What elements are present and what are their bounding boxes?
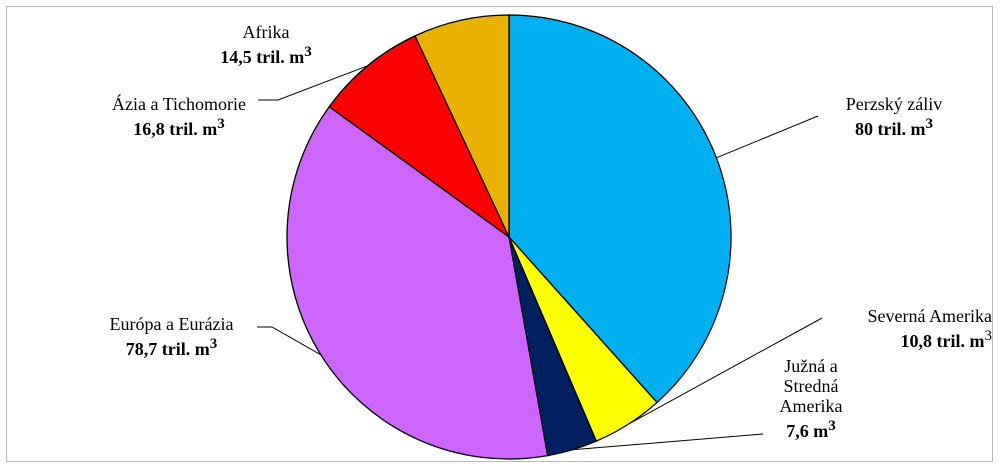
pie-slice-europa-a-eurazia: [286, 105, 549, 460]
slice-value-juzna: 7,6 m: [786, 421, 829, 441]
slice-value-afrika: 14,5 tril. m: [220, 47, 305, 67]
label-severna-amerika: Severná Amerika 10,8 tril. m3: [818, 306, 992, 351]
slice-value-perzsky-zaliv: 80 tril. m: [855, 119, 926, 139]
label-europa: Európa a Eurázia 78,7 tril. m3: [84, 314, 259, 359]
pie-slice-perzsky-zaliv: [508, 14, 732, 404]
slice-value-severna-amerika: 10,8 tril. m: [900, 331, 985, 351]
label-azia: Ázia a Tichomorie 16,8 tril. m3: [99, 94, 259, 139]
leader-line-perzsky-zaliv: [716, 115, 819, 159]
leader-line-juzna-a-stredna-amerika: [572, 433, 764, 451]
pie-slice-afrika: [414, 14, 510, 238]
slice-name-severna-amerika: Severná Amerika: [867, 306, 992, 326]
slice-value-europa: 78,7 tril. m: [125, 339, 210, 359]
slice-name-azia: Ázia a Tichomorie: [112, 94, 246, 114]
slice-name-europa: Európa a Eurázia: [109, 314, 234, 334]
slice-name-juzna-line1: Južná a: [784, 356, 838, 376]
leader-line-azia-a-tichomorie: [258, 65, 368, 101]
slice-name-juzna-line3: Amerika: [779, 396, 843, 416]
label-afrika: Afrika 14,5 tril. m3: [196, 22, 336, 67]
leader-line-europa-a-eurazia: [257, 326, 322, 356]
label-juzna-a-stredna-amerika: Južná a Stredná Amerika 7,6 m3: [761, 356, 861, 441]
slice-name-perzsky-zaliv: Perzský záliv: [845, 94, 943, 114]
label-perzsky-zaliv: Perzský záliv 80 tril. m3: [819, 94, 969, 139]
slice-value-azia: 16,8 tril. m: [133, 119, 218, 139]
slice-name-juzna-line2: Stredná: [783, 376, 839, 396]
slice-name-afrika: Afrika: [242, 22, 290, 42]
leader-line-severna-amerika: [627, 317, 823, 425]
